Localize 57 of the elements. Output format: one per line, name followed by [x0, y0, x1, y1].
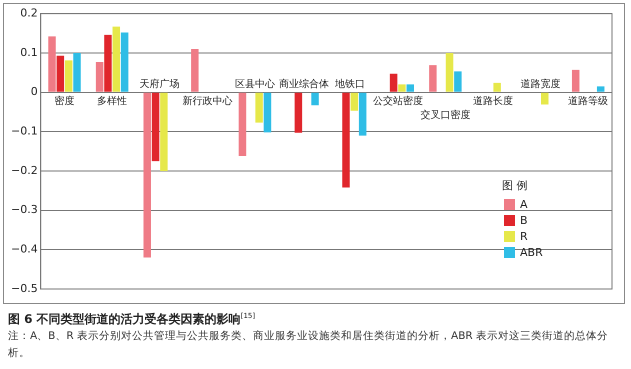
x-tick-label: 道路等级	[568, 94, 608, 107]
bar	[48, 36, 56, 92]
x-tick-label: 道路宽度	[520, 78, 561, 90]
bar	[350, 92, 358, 111]
legend-label: A	[520, 198, 528, 211]
bar	[238, 92, 246, 156]
x-tick-label: 密度	[54, 94, 75, 107]
y-tick-label: −0.3	[10, 203, 38, 216]
bar	[104, 34, 112, 92]
bar	[541, 92, 549, 104]
y-tick-label: 0.2	[20, 6, 38, 20]
bar	[191, 49, 199, 92]
x-tick-label: 新行政中心	[182, 94, 232, 107]
y-tick-label: 0	[30, 85, 38, 98]
legend-label: ABR	[520, 246, 544, 259]
bar	[96, 62, 104, 92]
x-tick-label: 交叉口密度	[420, 108, 470, 121]
bar	[446, 52, 454, 92]
legend-label: B	[520, 214, 528, 227]
text: 注：A、B、R 表示分别对公共管理与公共服务类、商业服务业设施类和居住类街道的分析，ABR 表示对这三类街道的总体分析。	[8, 329, 610, 361]
x-tick-label: 区县中心	[234, 78, 275, 90]
bar	[311, 92, 319, 106]
x-tick-label: 地铁口	[334, 78, 366, 90]
legend-label: R	[520, 230, 528, 243]
x-tick-label: 多样性	[97, 94, 128, 107]
bar	[358, 92, 366, 136]
bar	[73, 52, 81, 92]
bar	[152, 92, 160, 162]
x-tick-label: 天府广场	[140, 78, 180, 90]
bar	[294, 92, 302, 133]
bar	[429, 65, 437, 92]
y-tick-label: −0.1	[10, 124, 38, 138]
y-tick-label: −0.5	[10, 282, 38, 295]
bar	[56, 56, 64, 92]
bar	[64, 60, 72, 92]
bar	[255, 92, 263, 123]
bar	[264, 92, 272, 132]
y-tick-label: −0.2	[10, 164, 38, 177]
bar	[398, 84, 406, 92]
x-tick-label: 公交站密度	[372, 94, 423, 107]
y-tick-label: 0.1	[20, 46, 38, 59]
text: 图 6 不同类型街道的活力受各类因素的影响$^{[15]}$	[8, 311, 256, 328]
bar	[596, 86, 604, 92]
bar	[572, 70, 580, 92]
y-tick-label: −0.4	[10, 242, 38, 256]
x-tick-label: 道路长度	[472, 94, 513, 107]
bar	[406, 84, 414, 92]
bar	[342, 92, 350, 188]
bar	[493, 82, 501, 92]
bar	[143, 92, 151, 258]
bar	[112, 26, 120, 92]
bar	[160, 92, 168, 171]
legend-title: 图 例	[502, 178, 528, 192]
bar	[390, 74, 398, 92]
bar	[454, 71, 462, 92]
bar	[120, 32, 128, 92]
x-tick-label: 商业综合体	[278, 78, 329, 90]
